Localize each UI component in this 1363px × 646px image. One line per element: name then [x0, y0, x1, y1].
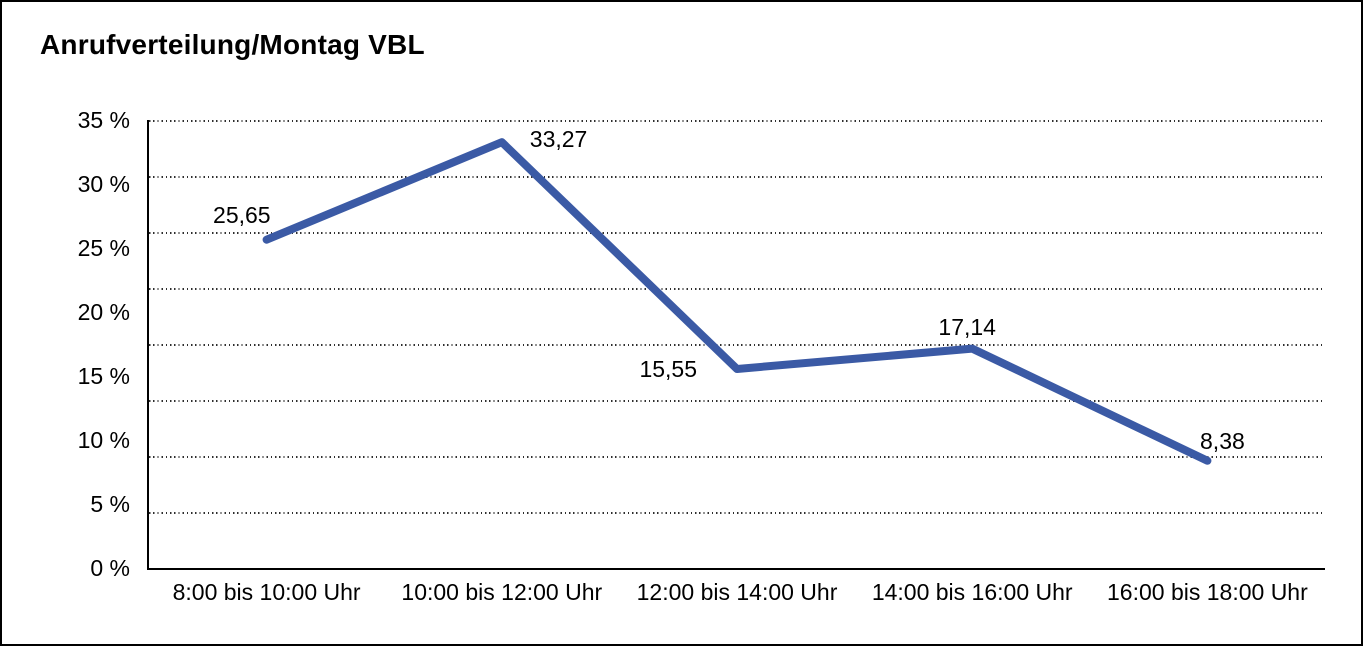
- data-point-label: 33,27: [529, 126, 588, 153]
- y-axis-tick-label: 5 %: [90, 491, 130, 517]
- y-axis-line: [147, 120, 149, 570]
- x-axis-category-label: 12:00 bis 14:00 Uhr: [636, 579, 838, 605]
- data-point-label: 17,14: [938, 313, 996, 340]
- y-axis-tick-label: 15 %: [77, 363, 130, 389]
- gridline: [149, 456, 1325, 458]
- gridline: [149, 344, 1325, 346]
- x-axis-category-label: 8:00 bis 10:00 Uhr: [172, 579, 361, 605]
- gridline: [149, 400, 1325, 402]
- y-axis-tick-label: 20 %: [77, 299, 130, 325]
- x-axis-category-label: 14:00 bis 16:00 Uhr: [871, 579, 1073, 605]
- y-axis-tick-label: 10 %: [77, 427, 130, 453]
- y-axis-tick-label: 35 %: [77, 107, 130, 133]
- chart-title: Anrufverteilung/Montag VBL: [40, 29, 425, 60]
- data-point-label: 25,65: [213, 201, 271, 228]
- gridline: [149, 120, 1325, 122]
- y-axis-tick-label: 0 %: [90, 555, 130, 581]
- x-axis-line: [147, 568, 1325, 570]
- y-axis-tick-label: 25 %: [77, 235, 130, 261]
- data-point-label: 15,55: [639, 355, 697, 382]
- gridline: [149, 288, 1325, 290]
- gridline: [149, 176, 1325, 178]
- data-point-label: 8,38: [1200, 427, 1245, 454]
- x-axis-category-label: 10:00 bis 12:00 Uhr: [401, 579, 603, 605]
- gridline: [149, 512, 1325, 514]
- y-axis-tick-label: 30 %: [77, 171, 130, 197]
- data-line: [262, 138, 1212, 465]
- gridline: [149, 232, 1325, 234]
- x-axis-category-label: 16:00 bis 18:00 Uhr: [1107, 579, 1308, 605]
